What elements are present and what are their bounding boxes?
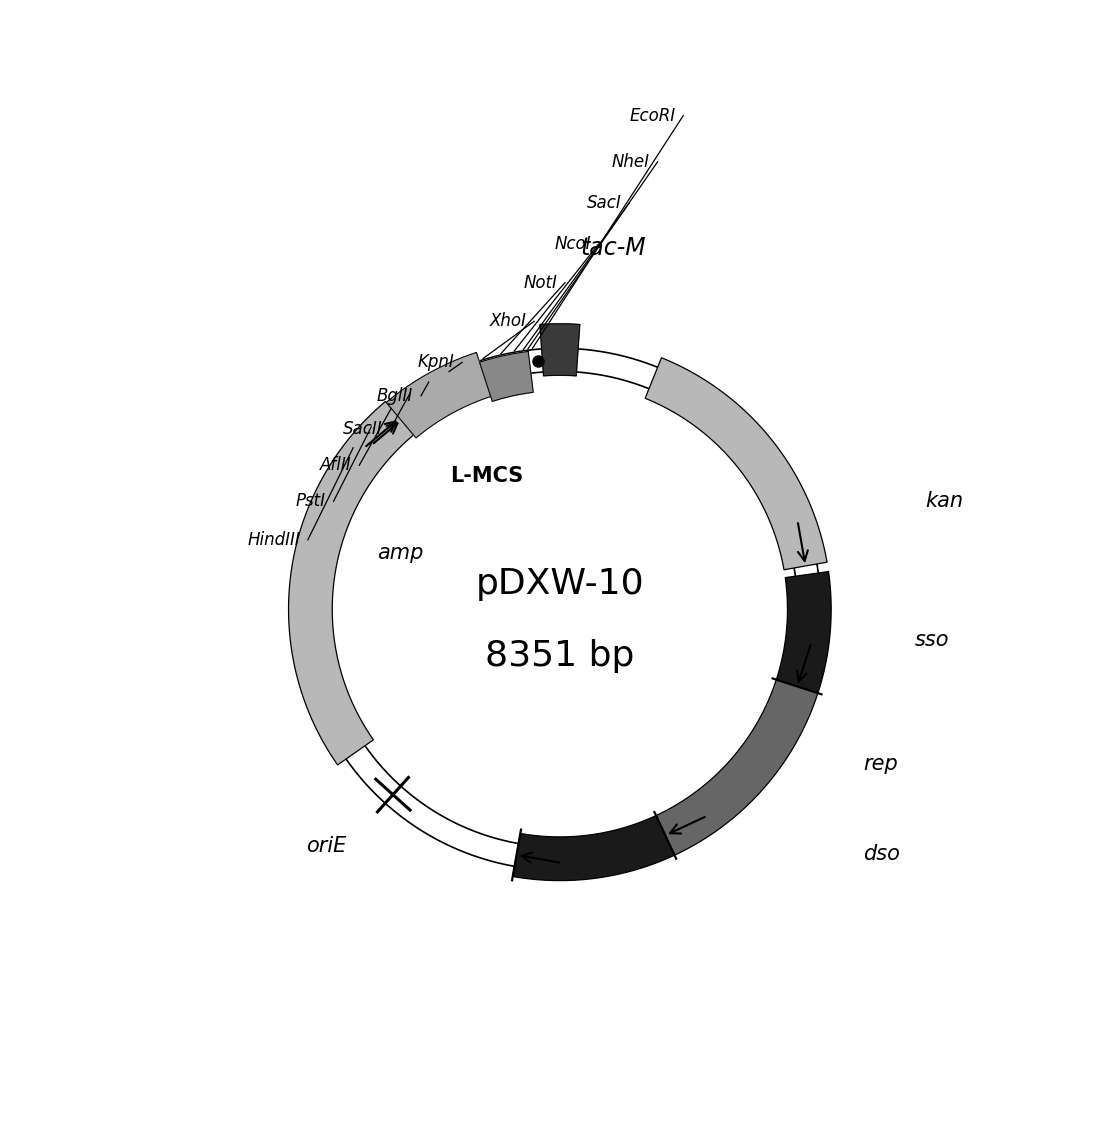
Text: dso: dso — [863, 843, 900, 864]
Text: SacII: SacII — [342, 420, 383, 438]
Polygon shape — [289, 402, 414, 765]
Polygon shape — [777, 572, 831, 694]
Text: 8351 bp: 8351 bp — [485, 638, 635, 672]
Polygon shape — [479, 351, 533, 401]
Text: EcoRI: EcoRI — [629, 107, 676, 125]
Polygon shape — [513, 815, 675, 881]
Text: oriE: oriE — [306, 835, 347, 856]
Polygon shape — [645, 358, 827, 570]
Polygon shape — [386, 352, 491, 438]
Text: NotI: NotI — [523, 274, 557, 292]
Text: kan: kan — [926, 491, 963, 511]
Text: HindIII: HindIII — [247, 530, 300, 548]
Text: sso: sso — [915, 631, 950, 650]
Text: PstI: PstI — [295, 492, 326, 510]
Text: pDXW-10: pDXW-10 — [476, 566, 644, 600]
Text: NcoI: NcoI — [555, 235, 591, 253]
Text: tac-M: tac-M — [581, 235, 647, 259]
Polygon shape — [656, 680, 818, 855]
Text: XhoI: XhoI — [489, 312, 526, 330]
Text: KpnI: KpnI — [418, 354, 454, 372]
Text: L-MCS: L-MCS — [450, 466, 523, 486]
Text: BglII: BglII — [377, 387, 414, 405]
Text: SacI: SacI — [586, 194, 621, 212]
Text: amp: amp — [377, 543, 423, 563]
Text: NheI: NheI — [612, 153, 650, 171]
Text: AflII: AflII — [319, 456, 351, 474]
Text: rep: rep — [863, 753, 898, 774]
Polygon shape — [540, 324, 580, 376]
